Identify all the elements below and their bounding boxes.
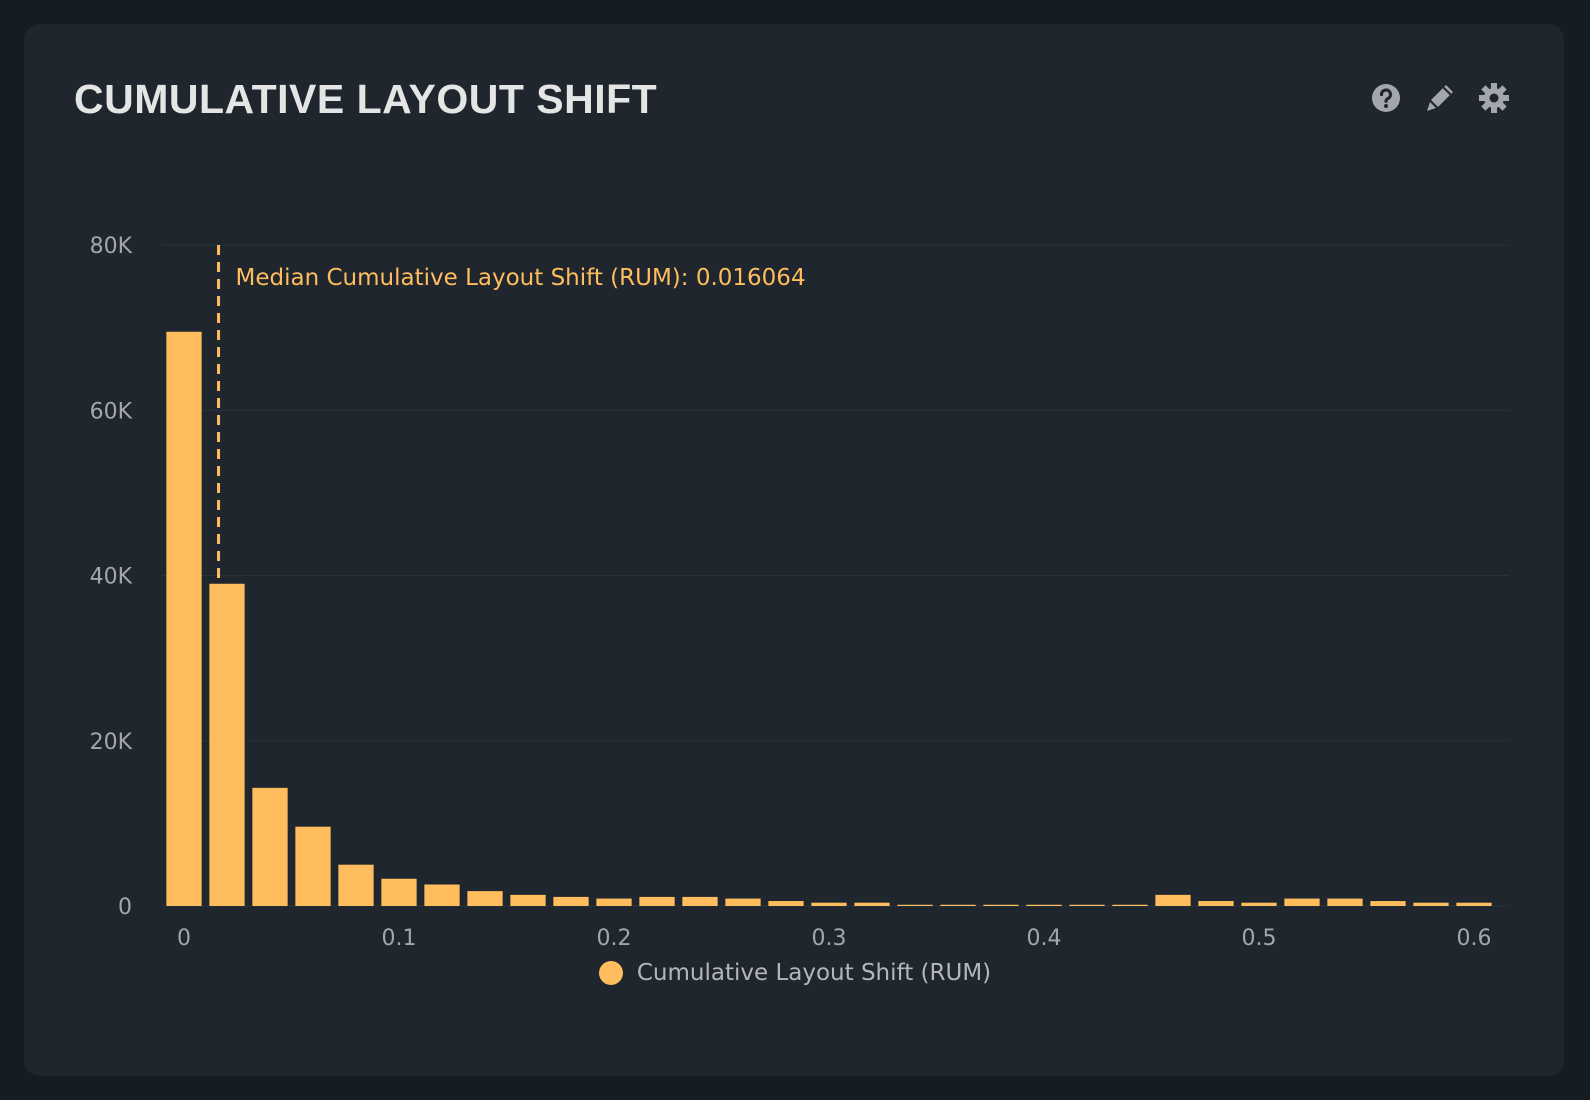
- x-tick-label: 0.1: [382, 926, 417, 951]
- histogram-bar: [553, 896, 589, 906]
- histogram-bar: [1456, 902, 1492, 906]
- histogram-bar: [252, 787, 288, 906]
- chart-legend: Cumulative Layout Shift (RUM): [0, 960, 1590, 986]
- help-icon[interactable]: [1370, 82, 1402, 114]
- y-tick-label: 20K: [90, 730, 133, 755]
- x-tick-label: 0.6: [1457, 926, 1492, 951]
- histogram-bar: [1413, 902, 1449, 906]
- histogram-bar: [1069, 904, 1105, 906]
- histogram-bar: [209, 583, 245, 906]
- card-toolbar: [1370, 82, 1510, 114]
- histogram-bar: [854, 902, 890, 906]
- histogram-bar: [1284, 898, 1320, 906]
- card-title: CUMULATIVE LAYOUT SHIFT: [74, 76, 658, 122]
- histogram-bar: [1241, 902, 1277, 906]
- histogram-bar: [295, 826, 331, 906]
- x-tick-label: 0.5: [1242, 926, 1277, 951]
- histogram-bar: [983, 904, 1019, 906]
- histogram-bar: [682, 896, 718, 906]
- median-annotation: Median Cumulative Layout Shift (RUM): 0.…: [236, 265, 806, 291]
- y-tick-label: 60K: [90, 399, 133, 424]
- histogram-bar: [811, 902, 847, 906]
- histogram-bar: [1370, 901, 1406, 906]
- y-tick-label: 0: [118, 895, 132, 920]
- histogram-bar: [768, 901, 804, 906]
- histogram-bar: [1155, 894, 1191, 906]
- histogram-bar: [467, 891, 503, 906]
- histogram-bar: [940, 904, 976, 906]
- y-tick-label: 40K: [90, 565, 133, 590]
- x-tick-label: 0.2: [597, 926, 632, 951]
- histogram-bar: [1112, 904, 1148, 906]
- x-tick-label: 0.4: [1027, 926, 1062, 951]
- histogram-bar: [725, 898, 761, 906]
- histogram-bar: [1198, 901, 1234, 906]
- x-tick-label: 0: [177, 926, 191, 951]
- histogram-bar: [1026, 904, 1062, 906]
- histogram-bar: [639, 896, 675, 906]
- histogram-bar: [596, 898, 632, 906]
- histogram-bar: [338, 864, 374, 906]
- histogram-bar: [1327, 898, 1363, 906]
- legend-label[interactable]: Cumulative Layout Shift (RUM): [636, 960, 992, 986]
- histogram-bar: [424, 884, 460, 906]
- histogram-bar: [381, 878, 417, 906]
- x-tick-label: 0.3: [812, 926, 847, 951]
- histogram-bar: [510, 894, 546, 906]
- y-tick-label: 80K: [90, 234, 133, 259]
- histogram-bar: [897, 904, 933, 906]
- legend-swatch: [598, 961, 623, 985]
- histogram-bar: [166, 331, 202, 907]
- pencil-icon[interactable]: [1424, 82, 1456, 114]
- gear-icon[interactable]: [1478, 82, 1510, 114]
